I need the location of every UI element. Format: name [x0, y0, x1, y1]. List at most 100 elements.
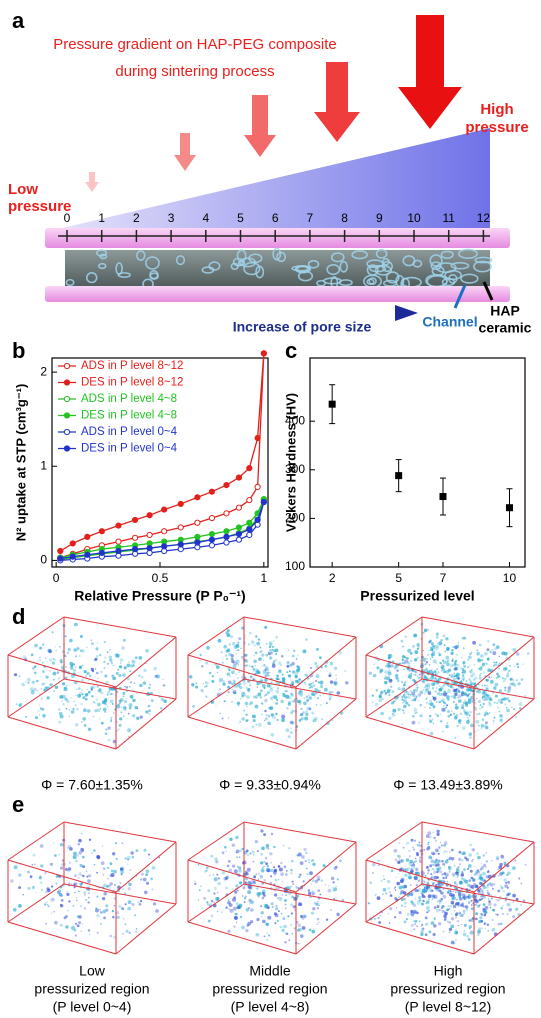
cloud-point: [404, 898, 407, 901]
cloud-point: [499, 863, 502, 866]
cloud-point: [422, 928, 425, 931]
cloud-point: [463, 868, 466, 871]
cloud-point: [257, 686, 258, 687]
cloud-point: [275, 682, 276, 683]
cloud-point: [34, 665, 37, 668]
data-point: [506, 504, 513, 511]
cloud-point: [450, 664, 453, 667]
cloud-point: [71, 710, 75, 714]
cloud-point: [82, 865, 85, 868]
cloud-point: [232, 888, 234, 890]
cloud-point: [506, 709, 510, 713]
cloud-point: [487, 892, 490, 895]
cloud-point: [485, 662, 487, 664]
cloud-point: [273, 696, 274, 697]
panel-a: a Pressure gradient on HAP-PEG composite…: [8, 8, 532, 336]
data-point: [70, 554, 75, 559]
cloud-point: [123, 918, 125, 920]
cloud-point: [74, 892, 75, 893]
cloud-point: [521, 678, 524, 681]
cloud-point: [372, 695, 374, 697]
cloud-point: [446, 704, 447, 705]
cloud-point: [411, 924, 414, 927]
cloud-point: [269, 852, 272, 855]
cloud-point: [474, 664, 475, 665]
cloud-point: [430, 702, 434, 706]
cloud-point: [445, 707, 447, 709]
cloud-point: [279, 926, 280, 927]
cloud-point: [225, 631, 228, 634]
cloud-point: [282, 917, 285, 920]
cloud-point: [380, 669, 384, 673]
cloud-point: [76, 900, 78, 902]
data-point: [178, 501, 183, 506]
cloud-point: [239, 850, 241, 852]
cloud-point: [324, 665, 327, 668]
cloud-point: [236, 674, 237, 675]
cloud-point: [483, 693, 485, 695]
cloud-point: [282, 694, 285, 697]
ruler-label: 4: [202, 211, 209, 225]
cloud-point: [110, 874, 113, 877]
cloud-point: [424, 692, 426, 694]
cloud-point: [481, 659, 484, 662]
cloud-point: [264, 687, 266, 689]
cloud-point: [425, 698, 427, 700]
cloud-point: [264, 905, 268, 909]
cloud-point: [428, 870, 430, 872]
cloud-point: [344, 670, 346, 672]
cloud-point: [306, 699, 309, 702]
cloud-point: [489, 712, 491, 714]
cloud-point: [232, 689, 234, 691]
cloud-point: [75, 923, 77, 925]
cloud-point: [406, 842, 409, 845]
cloud-point: [488, 898, 489, 899]
cloud-point: [436, 636, 439, 639]
cloud-point: [270, 862, 271, 863]
cloud-point: [209, 875, 210, 876]
cloud-point: [274, 912, 277, 915]
cloud-point: [258, 878, 260, 880]
cloud-point: [519, 707, 521, 709]
cloud-point: [229, 903, 233, 907]
cloud-point: [402, 662, 404, 664]
box-edge: [366, 922, 474, 954]
cloud-point: [253, 854, 255, 856]
cloud-point: [376, 666, 379, 669]
top-plate: [45, 228, 510, 248]
cloud-point: [238, 671, 240, 673]
cloud-point: [456, 667, 458, 669]
cloud-point: [456, 874, 459, 877]
cloud-point: [394, 916, 396, 918]
cloud-point: [247, 854, 249, 856]
cloud-point: [126, 698, 127, 699]
cloud-point: [380, 712, 384, 716]
high-pressure-label: pressure: [465, 119, 528, 136]
cloud-point: [213, 892, 215, 894]
cloud-point: [418, 880, 420, 882]
cloud-point: [145, 649, 149, 653]
cloud-point: [119, 703, 121, 705]
cloud-point: [263, 833, 266, 836]
cloud-point: [469, 885, 472, 888]
cloud-point: [107, 878, 109, 880]
cloud-point: [204, 686, 206, 688]
cloud-point: [293, 700, 296, 703]
cloud-point: [391, 690, 394, 693]
cloud-point: [112, 910, 114, 912]
cloud-point: [261, 714, 263, 716]
cloud-point: [506, 697, 509, 700]
cloud-point: [510, 678, 513, 681]
cloud-point: [477, 658, 480, 661]
cloud-point: [84, 670, 87, 673]
cloud-point: [84, 907, 86, 909]
cloud-point: [490, 883, 494, 887]
cloud-point: [276, 636, 278, 638]
cloud-point: [414, 920, 417, 923]
cloud-point: [503, 878, 507, 882]
cloud-point: [60, 867, 63, 870]
cloud-point: [311, 912, 314, 915]
cloud-point: [201, 689, 204, 692]
cloud-point: [78, 890, 80, 892]
cloud-point: [443, 685, 445, 687]
